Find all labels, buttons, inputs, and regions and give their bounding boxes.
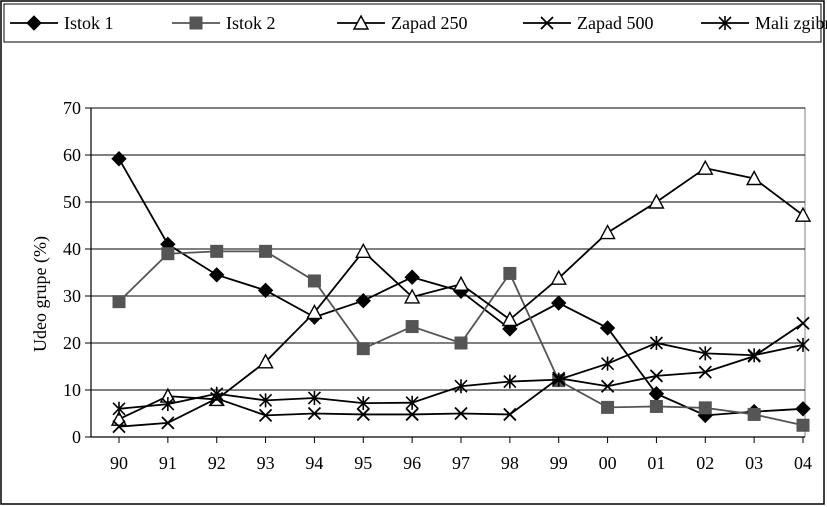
x-tick-label: 96 [403,453,421,473]
y-tick-label: 50 [63,192,81,212]
y-tick-label: 10 [63,380,81,400]
legend: Istok 1 Istok 2 Zapad 250 Zapad 500 Mali zgi… [4,4,827,42]
legend-label: Istok 2 [226,13,276,33]
x-tick-label: 03 [745,453,763,473]
y-tick-label: 60 [63,145,81,165]
data-point-istok-2 [748,408,760,420]
data-point-istok-2 [455,337,467,349]
x-tick-label: 02 [696,453,714,473]
data-point-istok-2 [308,275,320,287]
legend-label: Mali zgibni [755,13,827,33]
legend-label: Zapad 500 [577,13,653,33]
x-tick-label: 92 [208,453,226,473]
legend-label: Zapad 250 [391,13,467,33]
data-point-istok-2 [406,321,418,333]
legend-marker [190,17,202,29]
x-tick-label: 91 [159,453,177,473]
plot-frame [91,108,805,437]
data-point-istok-2 [357,343,369,355]
data-point-istok-2 [113,296,125,308]
data-point-istok-2 [162,248,174,260]
x-tick-label: 97 [452,453,470,473]
x-tick-label: 99 [550,453,568,473]
x-tick-label: 98 [501,453,519,473]
data-point-istok-2 [504,267,516,279]
x-tick-label: 94 [305,453,323,473]
data-point-istok-2 [211,245,223,257]
y-tick-label: 30 [63,286,81,306]
data-point-istok-2 [699,402,711,414]
x-tick-label: 95 [354,453,372,473]
y-tick-label: 0 [72,427,81,447]
data-point-istok-2 [260,245,272,257]
data-point-istok-2 [650,400,662,412]
x-tick-label: 04 [794,453,812,473]
data-point-istok-2 [602,401,614,413]
x-tick-label: 00 [599,453,617,473]
data-point-istok-2 [797,419,809,431]
y-axis-label: Udeo grupe (%) [30,236,51,352]
y-tick-label: 20 [63,333,81,353]
x-tick-label: 90 [110,453,128,473]
legend-label: Istok 1 [64,13,114,33]
plot-area: 0 10 20 30 40 50 60 70 90 91 92 93 94 95 96 97 98 99 00 01 0… [63,98,812,473]
y-tick-label: 40 [63,239,81,259]
x-tick-label: 01 [647,453,665,473]
y-tick-label: 70 [63,98,81,118]
x-tick-label: 93 [257,453,275,473]
